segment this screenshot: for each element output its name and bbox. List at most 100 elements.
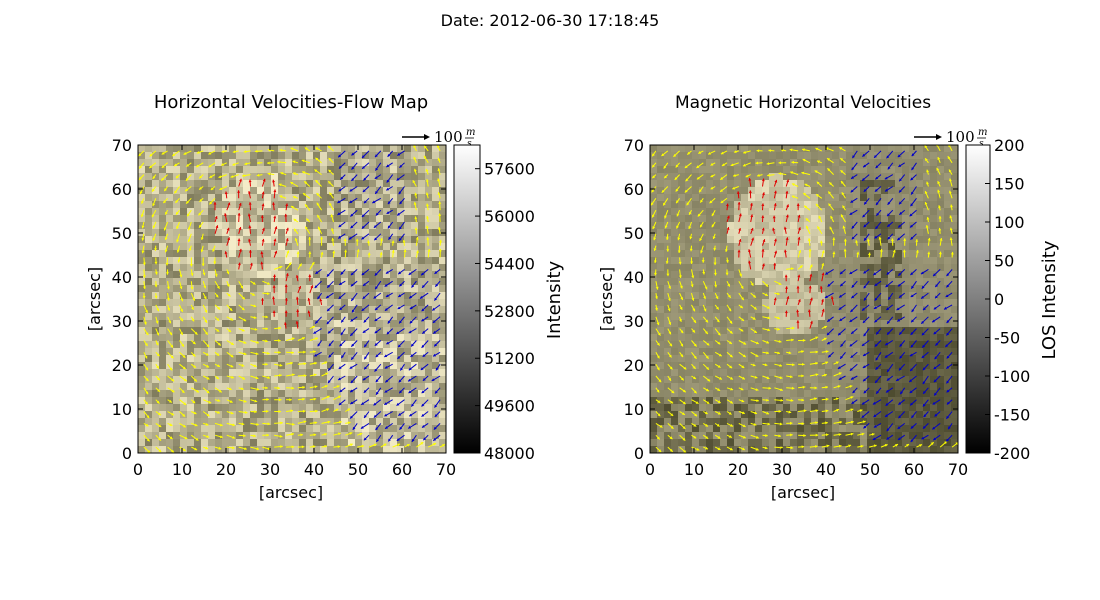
- right-image-cell: [881, 313, 889, 321]
- right-image-cell: [650, 418, 658, 426]
- left-velocity-arrowhead: [196, 151, 200, 154]
- right-image-cell: [706, 271, 714, 279]
- left-velocity-arrowhead: [145, 367, 148, 371]
- right-image-cell: [860, 446, 868, 453]
- left-velocity-arrowhead: [238, 227, 242, 230]
- right-image-cell: [811, 187, 819, 195]
- right-image-cell: [734, 236, 742, 244]
- left-velocity-arrowhead: [226, 227, 230, 231]
- right-image-cell: [657, 194, 665, 202]
- right-image-cell: [650, 341, 658, 349]
- left-image-cell: [229, 446, 237, 453]
- left-velocity-arrowhead: [416, 250, 419, 254]
- left-image-cell: [299, 243, 307, 251]
- right-image-cell: [895, 278, 903, 286]
- right-image-cell: [713, 285, 721, 293]
- left-image-cell: [159, 376, 167, 384]
- left-image-cell: [145, 341, 153, 349]
- left-image-cell: [348, 369, 356, 377]
- left-velocity-arrowhead: [224, 251, 228, 254]
- right-image-cell: [762, 439, 770, 447]
- left-velocity-arrowhead: [414, 216, 418, 220]
- left-image-cell: [208, 271, 216, 279]
- right-image-cell: [783, 159, 791, 167]
- right-image-cell: [762, 243, 770, 251]
- left-image-cell: [215, 229, 223, 237]
- left-velocity-arrowhead: [295, 275, 299, 278]
- left-image-cell: [348, 418, 356, 426]
- left-image-cell: [411, 173, 419, 181]
- left-velocity-arrowhead: [383, 443, 387, 447]
- right-image-cell: [797, 376, 805, 384]
- left-image-cell: [243, 320, 251, 328]
- left-image-cell: [208, 418, 216, 426]
- left-image-cell: [334, 334, 342, 342]
- left-image-cell: [222, 327, 230, 335]
- left-image-cell: [320, 341, 328, 349]
- right-image-cell: [734, 418, 742, 426]
- left-image-cell: [138, 243, 146, 251]
- left-image-cell: [257, 425, 265, 433]
- left-image-cell: [439, 439, 446, 447]
- left-image-cell: [362, 166, 370, 174]
- left-image-cell: [243, 306, 251, 314]
- right-image-cell: [867, 341, 875, 349]
- left-image-cell: [285, 285, 293, 293]
- right-image-cell: [825, 334, 833, 342]
- left-image-cell: [355, 418, 363, 426]
- right-image-cell: [825, 397, 833, 405]
- right-image-cell: [818, 320, 826, 328]
- left-image-cell: [341, 348, 349, 356]
- right-image-cell: [727, 425, 735, 433]
- right-image-cell: [685, 257, 693, 265]
- left-velocity-arrowhead: [347, 421, 351, 425]
- right-image-cell: [657, 362, 665, 370]
- left-image-cell: [243, 250, 251, 258]
- left-image-cell: [271, 383, 279, 391]
- right-image-cell: [650, 425, 658, 433]
- right-image-cell: [685, 327, 693, 335]
- left-image-cell: [201, 278, 209, 286]
- left-image-cell: [243, 194, 251, 202]
- right-image-cell: [818, 425, 826, 433]
- left-image-cell: [432, 313, 440, 321]
- left-image-cell: [271, 446, 279, 453]
- left-image-cell: [411, 152, 419, 160]
- left-image-cell: [327, 299, 335, 307]
- right-image-cell: [846, 334, 854, 342]
- left-velocity-arrowhead: [284, 322, 287, 325]
- left-image-cell: [250, 376, 258, 384]
- right-image-cell: [650, 348, 658, 356]
- left-velocity-arrowhead: [338, 235, 342, 239]
- right-image-cell: [902, 180, 910, 188]
- left-image-cell: [383, 327, 391, 335]
- right-image-cell: [895, 292, 903, 300]
- left-image-cell: [355, 397, 363, 405]
- left-image-cell: [250, 187, 258, 195]
- right-image-cell: [902, 208, 910, 216]
- left-image-cell: [369, 355, 377, 363]
- right-image-cell: [860, 355, 868, 363]
- left-image-cell: [145, 404, 153, 412]
- left-image-cell: [327, 243, 335, 251]
- right-image-cell: [727, 152, 735, 160]
- left-image-cell: [418, 194, 426, 202]
- right-image-cell: [734, 355, 742, 363]
- right-image-cell: [853, 292, 861, 300]
- right-image-cell: [825, 306, 833, 314]
- left-image-cell: [397, 355, 405, 363]
- right-image-cell: [839, 243, 847, 251]
- left-image-cell: [215, 355, 223, 363]
- left-image-cell: [425, 180, 433, 188]
- right-image-cell: [895, 187, 903, 195]
- left-image-cell: [292, 362, 300, 370]
- right-image-cell: [832, 187, 840, 195]
- right-image-cell: [664, 236, 672, 244]
- right-image-cell: [699, 376, 707, 384]
- left-image-cell: [236, 327, 244, 335]
- left-image-cell: [404, 362, 412, 370]
- left-image-cell: [159, 439, 167, 447]
- left-velocity-arrowhead: [169, 367, 173, 371]
- right-image-cell: [734, 432, 742, 440]
- left-image-cell: [201, 159, 209, 167]
